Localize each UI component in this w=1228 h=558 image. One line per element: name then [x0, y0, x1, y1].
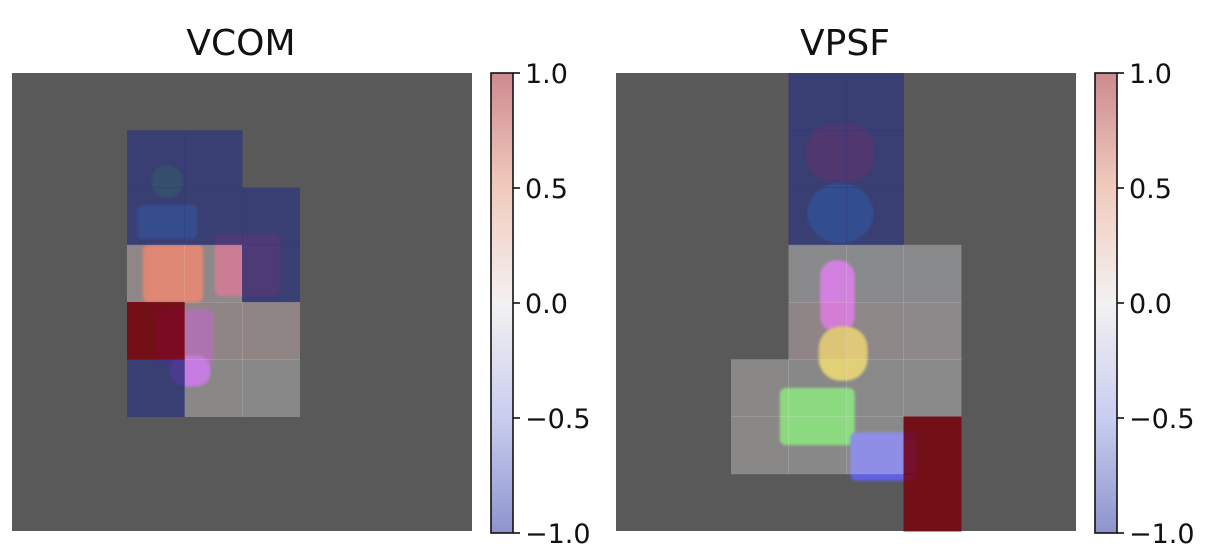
heatmap-cell: [846, 187, 904, 246]
scene-object-cube: [142, 244, 204, 302]
scene-object-cube: [850, 432, 917, 481]
heatmap-cell: [788, 244, 847, 303]
heatmap-cell: [184, 302, 243, 360]
heatmap-cell: [846, 244, 904, 303]
heatmap-image-vcom: [12, 73, 472, 531]
colorbar-tick-label: −0.5: [1129, 404, 1195, 435]
panel-vpsf: VPSF 1.0 0.5 0.0 −0.5 −1.0: [616, 23, 1195, 550]
heatmap-cell: [242, 244, 300, 303]
heatmap-cell: [127, 302, 185, 360]
chart-title-vcom: VCOM: [186, 23, 295, 64]
heatmap-cell: [184, 359, 243, 417]
heatmap-cell: [788, 416, 847, 475]
heatmap-cell: [788, 130, 847, 188]
colorbar-tick-label: 0.0: [1129, 289, 1172, 320]
heatmap-cell: [184, 244, 243, 303]
heatmap-cell: [127, 244, 185, 303]
heatmap-cell: [731, 416, 789, 475]
colorbar-tick-label: −0.5: [525, 404, 591, 435]
heatmap-cell: [242, 302, 300, 360]
heatmap-cell: [127, 187, 185, 246]
colorbar-tick-label: −1.0: [525, 519, 591, 550]
heatmap-cell: [903, 244, 962, 303]
heatmap-image-vpsf: [616, 73, 1076, 532]
heatmap-cell: [788, 73, 847, 131]
heatmap-cell: [242, 359, 300, 417]
colorbar-gradient: [1095, 73, 1117, 533]
panel-vcom: VCOM 1.0 0.5 0.0 −0.5 −1.0: [12, 23, 591, 550]
heatmap-cell: [788, 187, 847, 246]
colorbar-vcom: 1.0 0.5 0.0 −0.5 −1.0: [490, 59, 591, 550]
heatmap-cell: [846, 359, 904, 417]
heatmap-cell: [184, 187, 243, 246]
heatmap-cell: [788, 302, 847, 360]
heatmap-cell: [903, 416, 962, 475]
heatmap-cell: [903, 302, 962, 360]
heatmap-cells: [127, 130, 300, 417]
scene-object-cube: [779, 387, 855, 446]
colorbar-tick-label: 0.5: [525, 174, 568, 205]
heatmap-cell: [846, 416, 904, 475]
heatmap-cell: [846, 302, 904, 360]
heatmap-cell: [788, 359, 847, 417]
heatmap-cell: [127, 130, 185, 188]
colorbar-tick-label: −1.0: [1129, 519, 1195, 550]
scene-object-cylinder: [818, 326, 868, 381]
colorbar-tick-label: 1.0: [525, 59, 568, 90]
colorbar-tick-label: 0.0: [525, 289, 568, 320]
colorbar-tick-label: 1.0: [1129, 59, 1172, 90]
heatmap-cell: [903, 359, 962, 417]
heatmap-cell: [846, 73, 904, 131]
chart-title-vpsf: VPSF: [800, 23, 890, 64]
heatmap-cell: [184, 130, 243, 188]
heatmap-cell: [731, 359, 789, 417]
scene-object-cylinder: [820, 260, 855, 333]
heatmap-cell: [242, 187, 300, 246]
heatmap-cell: [903, 473, 962, 532]
colorbar-vpsf: 1.0 0.5 0.0 −0.5 −1.0: [1094, 59, 1195, 550]
colorbar-gradient: [491, 73, 513, 533]
heatmap-cell: [127, 359, 185, 417]
heatmap-cells: [731, 73, 962, 532]
colorbar-tick-label: 0.5: [1129, 174, 1172, 205]
heatmap-cell: [846, 130, 904, 188]
